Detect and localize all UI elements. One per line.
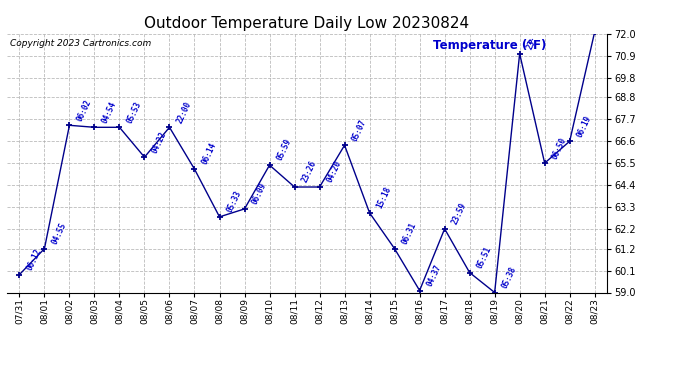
- Text: 06:14: 06:14: [200, 141, 218, 166]
- Text: 05:07: 05:07: [350, 118, 368, 142]
- Text: 04:37: 04:37: [425, 263, 443, 288]
- Text: 23:59: 23:59: [450, 201, 468, 226]
- Text: 06:12: 06:12: [25, 247, 43, 272]
- Text: 06:31: 06:31: [400, 221, 418, 246]
- Text: 05:33: 05:33: [225, 189, 243, 214]
- Text: 05:53: 05:53: [125, 100, 143, 124]
- Text: Temperature (°F): Temperature (°F): [433, 39, 546, 52]
- Text: 00:06: 00:06: [0, 374, 1, 375]
- Text: 22:00: 22:00: [175, 100, 193, 124]
- Text: 04:22: 04:22: [150, 130, 168, 154]
- Text: 05:59: 05:59: [275, 138, 293, 162]
- Text: Copyright 2023 Cartronics.com: Copyright 2023 Cartronics.com: [10, 39, 151, 48]
- Title: Outdoor Temperature Daily Low 20230824: Outdoor Temperature Daily Low 20230824: [144, 16, 470, 31]
- Text: 04:54: 04:54: [100, 100, 118, 124]
- Text: 06:09: 06:09: [250, 182, 268, 206]
- Text: 04:20: 04:20: [325, 159, 343, 184]
- Text: 23:: 23:: [525, 34, 539, 51]
- Text: 05:38: 05:38: [500, 265, 518, 290]
- Text: 06:19: 06:19: [575, 114, 593, 138]
- Text: 04:55: 04:55: [50, 221, 68, 246]
- Text: 06:50: 06:50: [550, 136, 568, 160]
- Text: 05:51: 05:51: [475, 245, 493, 270]
- Text: 15:18: 15:18: [375, 185, 393, 210]
- Text: 23:26: 23:26: [300, 159, 318, 184]
- Text: 06:02: 06:02: [75, 98, 93, 123]
